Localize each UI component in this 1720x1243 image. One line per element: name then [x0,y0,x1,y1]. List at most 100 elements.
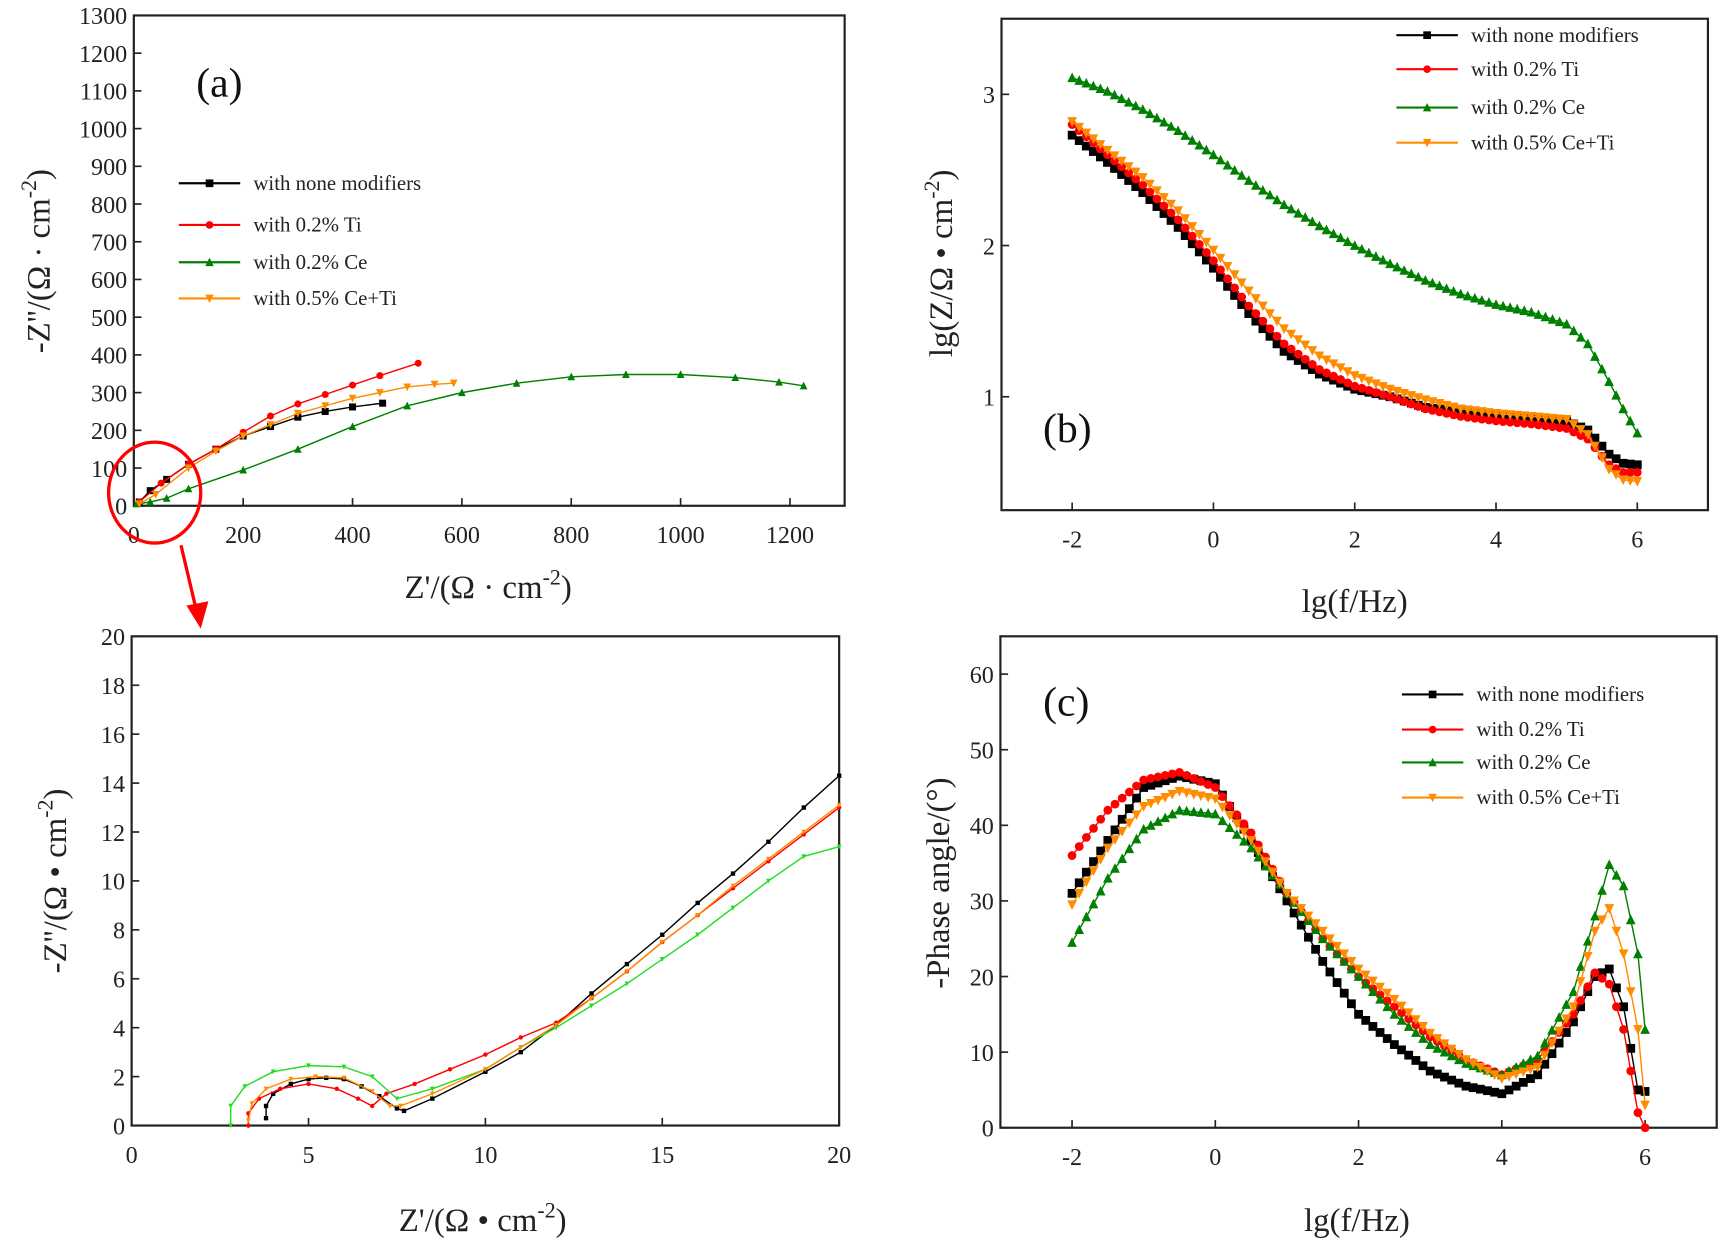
data-point [270,1069,276,1075]
data-point [1633,1108,1643,1118]
data-point [1446,1050,1457,1061]
data-point [1124,168,1134,178]
data-point [1279,199,1289,210]
data-point [394,1106,400,1111]
data-point [1096,846,1106,856]
data-point [1619,1002,1628,1012]
data-point [1173,223,1183,232]
data-point [1166,199,1176,210]
data-point [1286,203,1296,214]
y-tick-label: 1 [983,385,995,412]
data-point [1403,1021,1414,1031]
x-tick-label: -2 [1062,526,1082,553]
data-point [1236,170,1247,180]
legend-entry: with 0.5% Ce+Ti [1396,130,1615,154]
data-point [1382,1001,1393,1012]
series-2 [1067,72,1643,438]
legend-label: with 0.5% Ce+Ti [1471,130,1615,154]
data-point [1117,826,1128,837]
data-point [377,1093,382,1099]
data-point [1123,162,1134,172]
data-point [1187,231,1197,241]
data-point [1081,141,1091,151]
y-tick-label: 700 [91,230,127,257]
data-point [1275,884,1285,894]
y-tick-label: 10 [101,869,125,896]
data-point [1332,948,1342,959]
data-point [1511,1069,1521,1080]
data-point [1604,464,1614,475]
data-point [1404,1014,1414,1024]
data-point [1145,187,1155,197]
data-point [659,939,665,945]
series-3 [245,802,842,1124]
data-point [1364,247,1374,258]
data-point [660,932,665,937]
data-point [1590,433,1600,443]
y-tick-label: 400 [91,343,127,370]
legend-label: with 0.2% Ti [253,213,361,237]
data-point [1265,331,1275,341]
data-point [1389,1040,1399,1049]
data-point [1074,888,1085,899]
legend-marker [1423,31,1431,40]
data-point [1484,415,1494,425]
data-point [1181,805,1192,816]
data-point [1310,919,1321,929]
y-tick-label: 14 [101,771,125,798]
data-point [1425,1039,1436,1049]
data-point [1526,419,1536,429]
data-point [1561,999,1572,1009]
data-point [1315,369,1324,379]
data-point [1310,924,1321,935]
data-point [1604,979,1614,989]
data-point [1561,318,1572,329]
data-point [1633,1025,1643,1035]
data-point [379,399,387,407]
data-point [1230,291,1240,300]
data-point [403,401,412,410]
data-point [1260,857,1271,867]
data-point [676,370,685,379]
y-tick-label: 500 [91,305,127,332]
x-tick-label: 400 [334,522,370,549]
data-point [1325,941,1335,951]
data-point [266,421,275,429]
data-point [1575,977,1586,987]
data-point [1123,96,1134,107]
data-point [1540,1059,1550,1069]
data-point [622,370,630,379]
data-point [1307,346,1318,356]
zoom-arrow-head [186,601,209,629]
data-point [239,465,248,474]
data-point [1159,193,1169,203]
data-point [1396,1001,1407,1012]
data-point [1074,122,1085,133]
data-point [589,991,594,996]
data-point [1525,1054,1536,1065]
data-point [1396,1015,1407,1025]
data-point [1279,347,1289,356]
data-point [1216,265,1225,275]
data-point [1110,835,1120,845]
data-point [1328,228,1339,239]
data-point [1539,1050,1550,1061]
data-point [1109,89,1120,100]
data-point [414,359,422,367]
data-point [1081,128,1092,139]
data-point [1174,804,1185,815]
data-point [1532,1062,1543,1073]
legend-entry: with 0.2% Ti [1396,57,1579,81]
data-point [1109,151,1120,161]
data-point [1411,1020,1421,1030]
data-point [1568,986,1579,997]
series-line [247,806,840,1126]
y-tick-label: 6 [113,967,125,994]
data-point [1237,300,1247,309]
data-point [1117,793,1127,803]
data-point [1159,116,1169,127]
data-point [1131,833,1142,844]
data-point [1626,1043,1636,1053]
data-point [306,1076,311,1082]
data-point [659,957,665,962]
